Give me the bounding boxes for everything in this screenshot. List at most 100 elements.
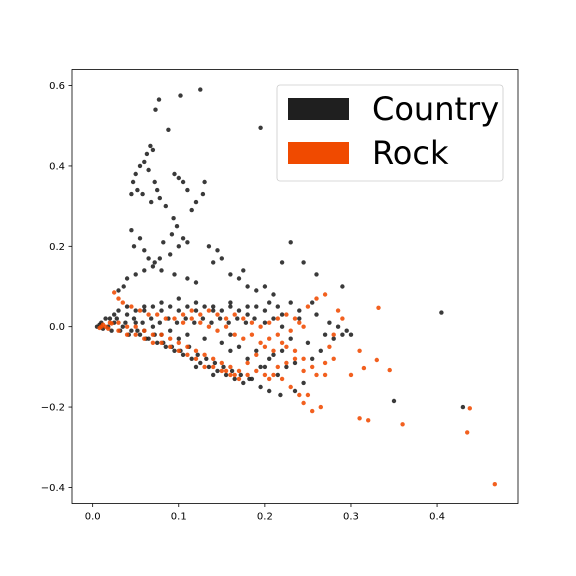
data-point-country [121, 284, 126, 289]
data-point-rock [206, 308, 212, 313]
data-point-rock [124, 324, 130, 329]
data-point-rock [215, 312, 220, 317]
data-point-country [226, 320, 231, 325]
legend-swatch-rock [288, 142, 349, 164]
data-point-country [228, 272, 233, 277]
data-point-country [211, 372, 216, 378]
data-point-country [142, 159, 147, 165]
data-point-rock [223, 368, 229, 374]
data-point-country [168, 328, 173, 333]
data-point-country [161, 240, 166, 245]
data-point-rock [106, 326, 111, 331]
data-point-country [142, 304, 147, 309]
data-point-country [288, 300, 293, 305]
data-point-country [200, 191, 206, 197]
data-point-country [150, 324, 156, 329]
data-point-country [152, 260, 157, 265]
data-point-country [137, 236, 143, 241]
data-point-country [149, 316, 154, 321]
data-point-country [267, 300, 272, 305]
data-point-rock [133, 332, 138, 337]
data-point-country [215, 248, 220, 253]
data-point-country [228, 300, 233, 305]
data-point-rock [193, 348, 199, 353]
data-point-rock [124, 332, 130, 337]
data-point-rock [146, 312, 151, 317]
data-point-rock [467, 406, 472, 411]
data-point-rock [172, 316, 177, 321]
data-point-rock [310, 364, 315, 370]
data-point-rock [331, 356, 336, 361]
data-point-rock [129, 304, 134, 309]
data-point-country [310, 300, 315, 305]
data-point-country [202, 179, 207, 185]
data-point-rock [318, 404, 323, 410]
data-point-country [292, 388, 298, 394]
data-point-rock [279, 376, 285, 382]
data-point-country [142, 308, 147, 313]
data-point-country [221, 364, 226, 370]
data-point-rock [133, 324, 138, 329]
data-point-country [176, 336, 181, 341]
data-point-country [202, 336, 207, 341]
data-point-country [183, 316, 188, 321]
data-point-country [130, 179, 136, 185]
data-point-country [193, 364, 199, 370]
data-point-country [271, 352, 276, 357]
data-point-country [131, 316, 137, 321]
data-point-country [131, 244, 137, 249]
data-point-country [123, 320, 128, 325]
data-point-country [198, 360, 203, 366]
data-point-country [204, 356, 209, 361]
data-point-country [114, 316, 120, 321]
data-point-country [275, 372, 280, 378]
data-point-country [340, 332, 345, 337]
data-point-country [189, 356, 194, 361]
data-point-country [116, 308, 121, 313]
data-point-rock [116, 320, 121, 325]
data-point-country [241, 268, 246, 273]
data-point-country [157, 320, 162, 325]
data-point-country [262, 308, 268, 313]
data-point-rock [159, 340, 164, 345]
data-point-country [206, 364, 212, 370]
data-point-country [279, 348, 285, 353]
data-point-country [185, 304, 190, 309]
data-point-rock [168, 344, 173, 349]
data-point-rock [159, 332, 164, 337]
data-point-rock [189, 308, 194, 313]
data-point-country [278, 392, 283, 398]
data-point-country [133, 320, 138, 325]
data-point-rock [228, 364, 233, 370]
data-point-rock [357, 416, 362, 421]
data-point-rock [202, 352, 207, 357]
data-point-rock [305, 392, 311, 398]
data-point-country [236, 344, 242, 349]
data-point-rock [301, 324, 306, 329]
data-point-country [116, 288, 121, 293]
data-point-country [245, 356, 250, 361]
data-point-country [252, 316, 257, 321]
data-point-rock [189, 316, 194, 321]
series-rock [97, 290, 497, 487]
data-point-country [129, 228, 134, 233]
data-point-country [310, 356, 315, 361]
data-point-rock [202, 364, 207, 370]
legend-label-country: Country [372, 90, 499, 128]
data-point-country [163, 203, 168, 209]
data-point-country [152, 179, 157, 185]
data-point-rock [163, 316, 168, 321]
data-point-rock [245, 360, 250, 366]
data-point-country [157, 256, 162, 261]
x-tick-label: 0.0 [85, 512, 101, 523]
data-point-country [238, 372, 243, 378]
data-point-country [153, 107, 158, 112]
data-point-country [348, 332, 354, 337]
data-point-rock [374, 357, 379, 363]
data-point-country [180, 352, 186, 357]
data-point-rock [322, 292, 328, 297]
x-tick-label: 0.3 [343, 512, 359, 523]
data-point-country [217, 316, 223, 321]
data-point-rock [198, 320, 203, 325]
data-point-rock [258, 340, 263, 345]
